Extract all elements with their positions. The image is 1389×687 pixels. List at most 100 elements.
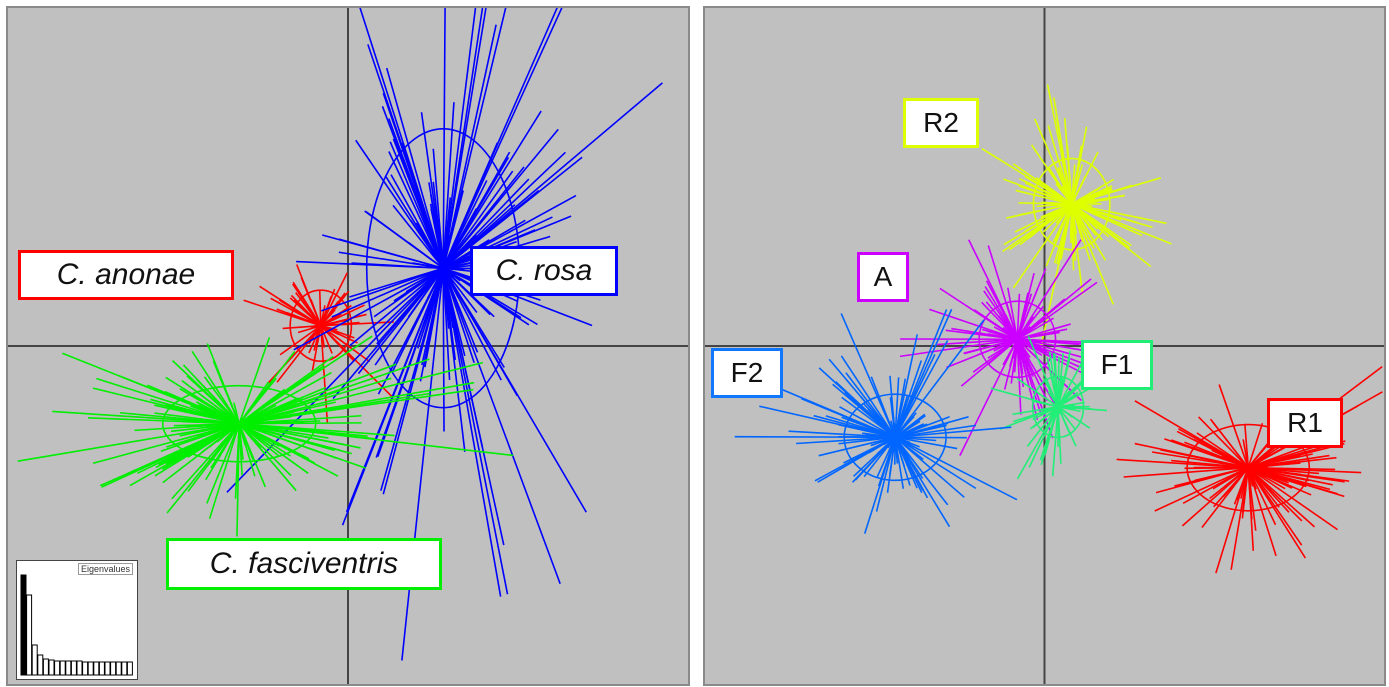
star-ray bbox=[226, 267, 444, 493]
star-ray bbox=[442, 215, 572, 270]
eigenvalue-bar bbox=[42, 658, 49, 676]
star-ray bbox=[1057, 406, 1091, 429]
star-ray bbox=[182, 420, 240, 425]
star-ray bbox=[279, 325, 322, 356]
label-c-rosa: C. rosa bbox=[470, 246, 618, 296]
star-ray bbox=[166, 423, 240, 514]
star-ray bbox=[875, 437, 896, 512]
eigenvalue-bar bbox=[82, 661, 89, 676]
star-ray bbox=[825, 415, 896, 439]
star-ray bbox=[320, 325, 333, 354]
eigenvalues-title: Eigenvalues bbox=[77, 563, 133, 575]
star-ray bbox=[238, 423, 339, 477]
star-ray bbox=[442, 216, 553, 269]
star-ray bbox=[442, 268, 445, 432]
star-ray bbox=[1070, 175, 1087, 205]
star-ray bbox=[1066, 145, 1073, 205]
star-ray bbox=[1019, 177, 1073, 205]
star-ray bbox=[442, 267, 502, 381]
star-ray bbox=[1016, 338, 1058, 408]
star-ray bbox=[894, 360, 923, 438]
star-ray bbox=[424, 268, 444, 368]
star-ray bbox=[1057, 406, 1076, 430]
star-ray bbox=[1196, 432, 1249, 469]
eigenvalue-bar bbox=[70, 660, 77, 676]
star-ray bbox=[1014, 203, 1073, 233]
star-ray bbox=[442, 268, 475, 363]
star-ray bbox=[238, 397, 300, 425]
star-ray bbox=[442, 267, 455, 274]
star-ray bbox=[318, 289, 322, 326]
star-ray bbox=[357, 267, 444, 375]
star-ray bbox=[895, 424, 977, 439]
star-ray bbox=[1071, 198, 1095, 205]
star-ray bbox=[818, 367, 896, 438]
star-ray bbox=[1248, 456, 1337, 469]
star-ray bbox=[987, 333, 1018, 341]
eigenvalue-bar bbox=[76, 660, 83, 676]
star-ray bbox=[1248, 466, 1345, 483]
star-ray bbox=[429, 203, 444, 269]
star-ray bbox=[392, 204, 444, 269]
star-ray bbox=[894, 436, 958, 450]
star-ray bbox=[1016, 272, 1035, 340]
star-ray bbox=[442, 219, 526, 269]
star-ray bbox=[1026, 406, 1059, 447]
star-ray bbox=[389, 141, 444, 269]
star-ray bbox=[1174, 466, 1249, 487]
star-ray bbox=[321, 267, 444, 312]
star-ray bbox=[442, 166, 525, 269]
label-c-fasciventris: C. fasciventris bbox=[166, 538, 442, 590]
inertia-ellipse bbox=[843, 393, 947, 482]
star-ray bbox=[331, 267, 444, 318]
star-ray bbox=[1012, 163, 1073, 205]
star-ray bbox=[984, 286, 1019, 340]
star-ray bbox=[442, 8, 563, 269]
star-ray bbox=[977, 338, 1018, 356]
star-ray bbox=[320, 321, 394, 327]
star-ray bbox=[432, 181, 444, 269]
eigenvalue-bar bbox=[48, 659, 55, 676]
eigenvalue-bar bbox=[31, 644, 38, 676]
star-ray bbox=[1032, 406, 1059, 417]
star-ray bbox=[1009, 203, 1073, 251]
star-ray bbox=[876, 436, 896, 479]
label-r1: R1 bbox=[1267, 398, 1343, 448]
label-r2: R2 bbox=[903, 98, 979, 148]
star-ray bbox=[320, 325, 326, 348]
star-ray bbox=[239, 422, 362, 425]
eigenvalue-bar bbox=[121, 661, 128, 676]
star-ray bbox=[442, 267, 491, 316]
star-ray bbox=[388, 151, 444, 269]
star-ray bbox=[238, 388, 286, 425]
star-ray bbox=[385, 67, 444, 269]
star-ray bbox=[894, 436, 924, 460]
star-ray bbox=[338, 238, 444, 270]
star-ray bbox=[894, 340, 949, 438]
star-ray bbox=[1071, 203, 1139, 235]
star-ray bbox=[1071, 203, 1098, 230]
star-ray bbox=[442, 267, 561, 585]
star-ray bbox=[1019, 203, 1072, 216]
star-ray bbox=[181, 380, 240, 425]
star-ray bbox=[289, 297, 322, 327]
star-ray bbox=[1215, 467, 1249, 574]
star-ray bbox=[1031, 400, 1059, 408]
star-ray bbox=[886, 437, 896, 493]
star-ray bbox=[405, 267, 444, 293]
label-f2: F2 bbox=[711, 348, 783, 398]
star-ray bbox=[1244, 423, 1249, 468]
star-ray bbox=[171, 423, 240, 500]
star-ray bbox=[1071, 203, 1097, 236]
star-ray bbox=[1012, 203, 1073, 289]
star-ray bbox=[1070, 203, 1115, 305]
star-ray bbox=[817, 436, 896, 483]
star-ray bbox=[1003, 339, 1019, 390]
star-ray bbox=[1247, 467, 1338, 531]
star-ray bbox=[1154, 466, 1249, 512]
star-ray bbox=[1247, 467, 1316, 528]
star-ray bbox=[1016, 377, 1059, 408]
star-ray bbox=[320, 313, 342, 327]
star-ray bbox=[300, 277, 322, 327]
star-ray bbox=[851, 436, 896, 483]
